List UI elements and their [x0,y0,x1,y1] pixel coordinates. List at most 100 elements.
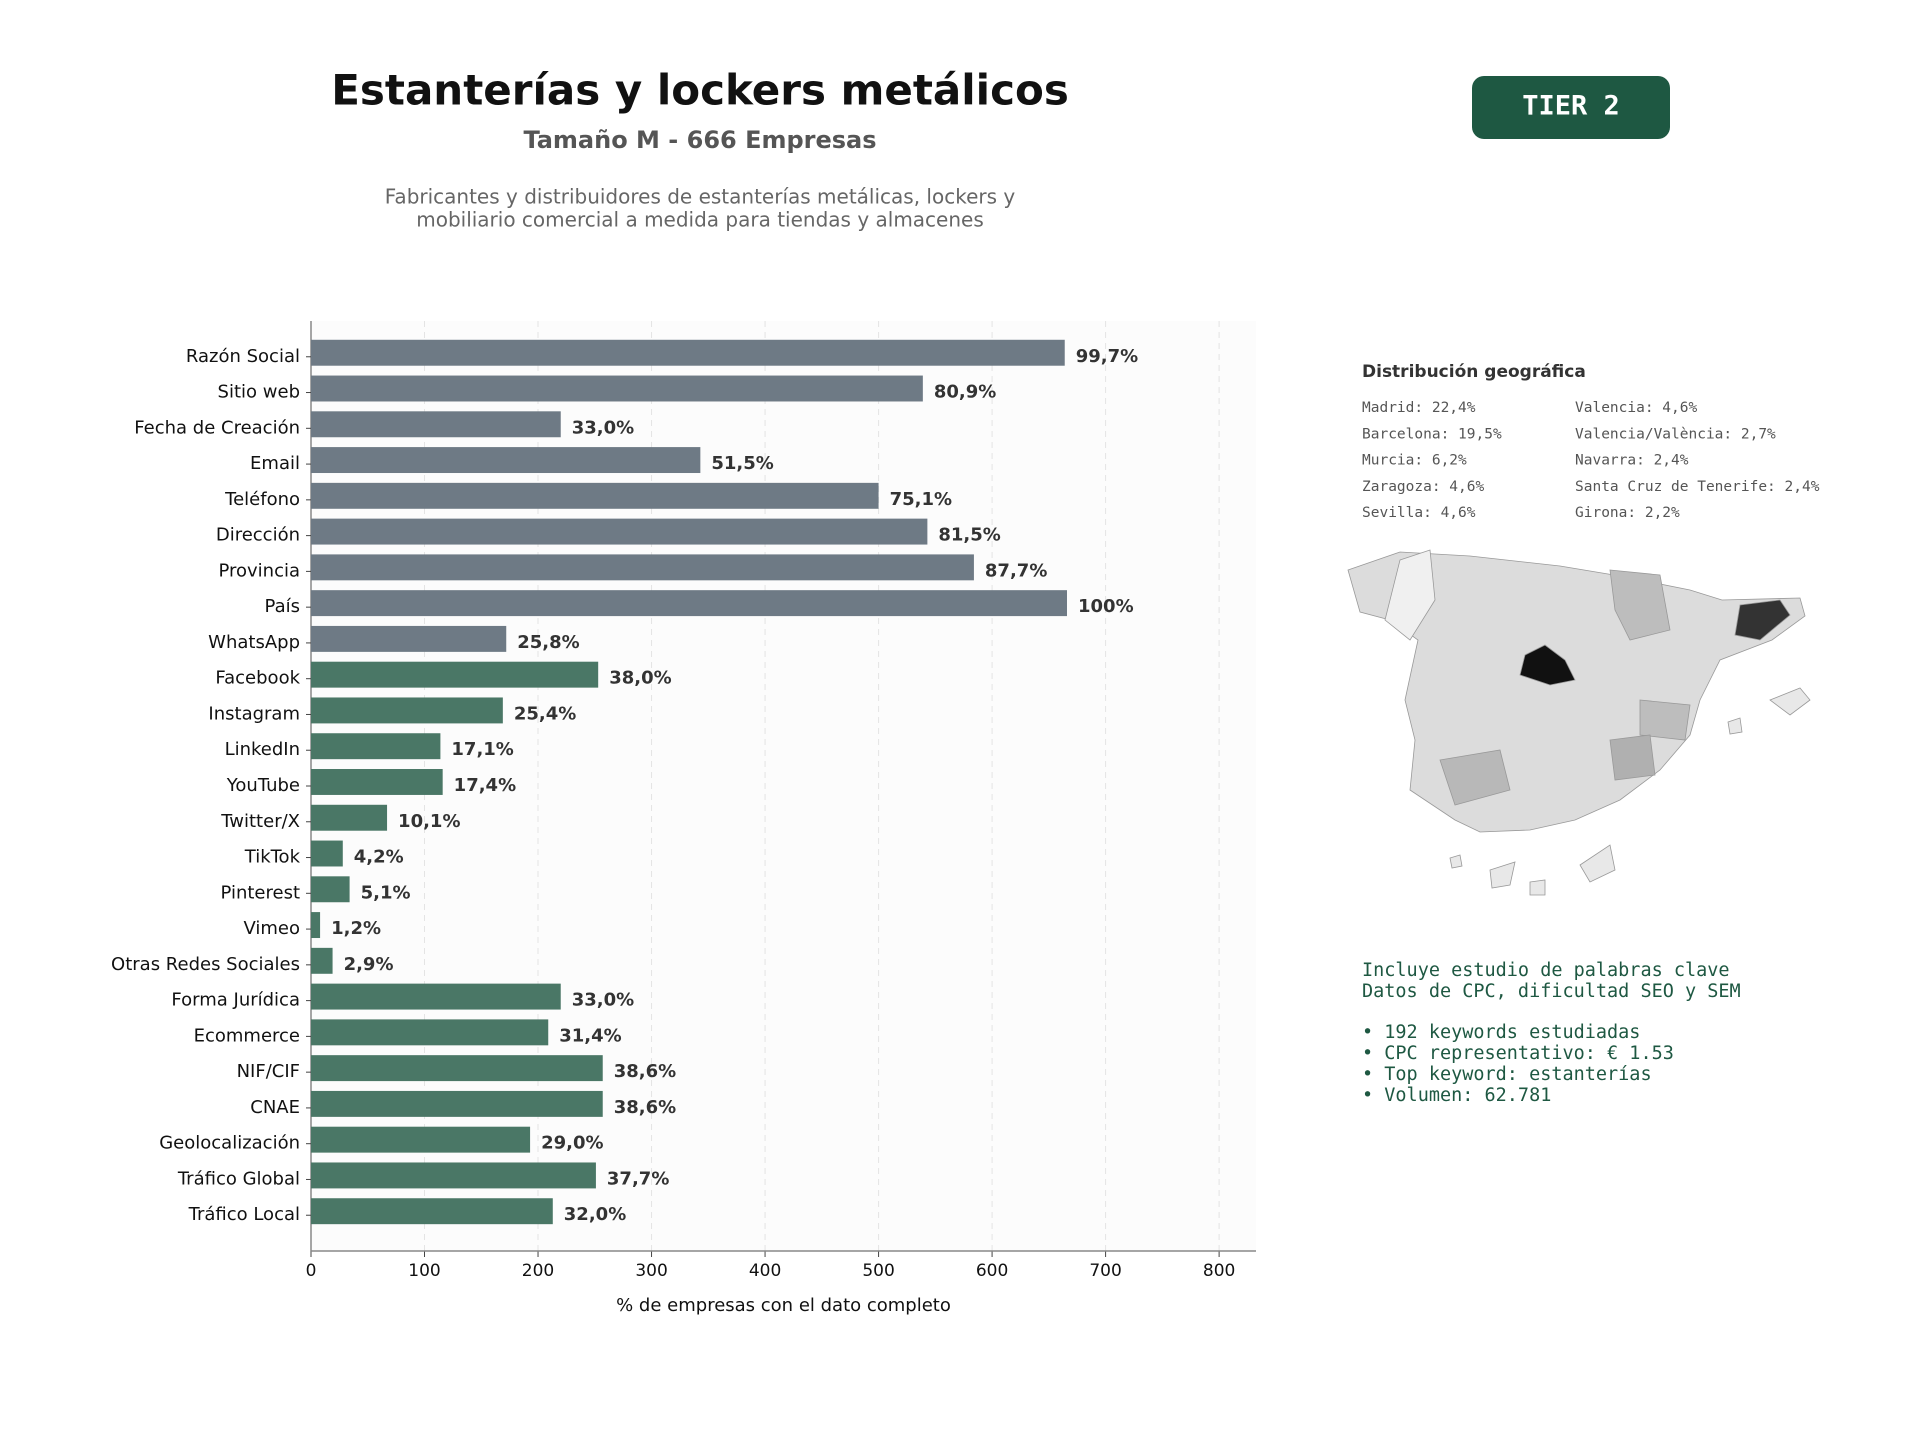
map-islands [1529,879,1546,896]
data-label: 37,7% [607,1168,669,1189]
data-label: 80,9% [934,382,996,403]
geo-item: Girona: 2,2% [1575,505,1680,521]
bar [311,876,350,903]
data-label: 38,0% [609,668,671,689]
data-label: 10,1% [398,811,460,832]
data-label: 32,0% [564,1204,626,1225]
y-tick-label: Provincia [218,560,300,581]
bar [311,912,321,939]
note-line: Incluye estudio de palabras clave [1362,960,1730,981]
chart-subtitle: Tamaño M - 666 Empresas [523,126,876,154]
bar [311,447,701,474]
map-barcelona [1734,599,1791,641]
geo-item: Madrid: 22,4% [1362,400,1476,416]
chart-title: Estanterías y lockers metálicos [331,66,1069,115]
data-label: 99,7% [1076,346,1138,367]
data-label: 33,0% [572,990,634,1011]
bar [311,1090,603,1117]
y-tick-label: YouTube [226,775,300,796]
data-label: 17,4% [454,775,516,796]
data-label: 87,7% [985,560,1047,581]
data-label: 1,2% [331,918,381,939]
y-tick-label: Dirección [216,525,300,546]
data-label: 25,4% [514,703,576,724]
map-region [1609,734,1656,781]
data-label: 31,4% [559,1025,621,1046]
y-tick-label: Vimeo [243,918,300,939]
bar [311,947,333,974]
bar [311,1019,549,1046]
map [1347,549,1811,896]
bar [311,983,561,1010]
geo-item: Murcia: 6,2% [1362,453,1467,469]
bar [311,482,879,509]
y-tick-label: NIF/CIF [237,1061,300,1082]
data-label: 25,8% [517,632,579,653]
bar [311,1198,553,1225]
bar [311,554,974,581]
y-tick-label: Email [250,453,300,474]
note-line: • 192 keywords estudiadas [1362,1022,1640,1043]
map-region [1384,549,1436,641]
data-label: 51,5% [711,453,773,474]
y-tick-label: País [265,596,300,617]
bar [311,1055,603,1082]
data-label: 100% [1078,596,1134,617]
x-tick-label: 100 [408,1261,440,1281]
bar [311,697,503,724]
geo-item: Barcelona: 19,5% [1362,426,1502,442]
geo-title: Distribución geográfica [1362,362,1586,382]
y-tick-label: TikTok [244,847,301,868]
bar [311,339,1065,366]
note-line: • Top keyword: estanterías [1362,1064,1652,1085]
bar [311,518,928,545]
data-label: 29,0% [541,1133,603,1154]
bar [311,625,507,652]
map-islands [1489,861,1516,889]
note-line: • CPC representativo: € 1.53 [1362,1043,1674,1064]
data-label: 75,1% [890,489,952,510]
y-tick-label: WhatsApp [208,632,300,653]
x-tick-label: 0 [306,1261,317,1281]
description: mobiliario comercial a medida para tiend… [416,208,984,232]
y-tick-label: Tráfico Global [177,1168,300,1189]
geo-item: Zaragoza: 4,6% [1362,479,1484,495]
geo-item: Valencia: 4,6% [1575,400,1697,416]
y-tick-label: Fecha de Creación [134,417,300,438]
x-axis-label: % de empresas con el dato completo [616,1295,951,1316]
geo-item: Valencia/València: 2,7% [1575,426,1776,442]
y-tick-label: Otras Redes Sociales [111,954,300,975]
map-islands [1449,854,1463,869]
bar [311,769,443,795]
y-tick-label: Sitio web [218,382,300,403]
geo-item: Santa Cruz de Tenerife: 2,4% [1575,479,1820,495]
data-label: 2,9% [344,954,394,975]
x-tick-label: 400 [749,1261,781,1281]
x-tick-label: 800 [1203,1261,1235,1281]
geo-item: Navarra: 2,4% [1575,453,1689,469]
y-tick-label: Geolocalización [159,1133,300,1154]
data-label: 38,6% [614,1097,676,1118]
data-label: 17,1% [451,739,513,760]
data-label: 4,2% [354,847,404,868]
map-islands [1727,717,1743,735]
x-tick-label: 700 [1089,1261,1121,1281]
map-islands [1769,687,1811,716]
x-tick-label: 600 [976,1261,1008,1281]
bar [311,840,343,867]
bar [311,1162,596,1189]
x-tick-label: 500 [862,1261,894,1281]
data-label: 38,6% [614,1061,676,1082]
data-label: 5,1% [361,882,411,903]
y-tick-label: Twitter/X [220,811,300,832]
bar [311,1126,531,1153]
badge-label: TIER 2 [1522,91,1620,122]
bar [311,411,561,438]
y-tick-label: Teléfono [224,489,300,510]
bar [311,375,923,402]
map-madrid [1519,644,1576,686]
description: Fabricantes y distribuidores de estanter… [385,185,1016,209]
x-tick-label: 200 [522,1261,554,1281]
map-region [1439,749,1511,806]
